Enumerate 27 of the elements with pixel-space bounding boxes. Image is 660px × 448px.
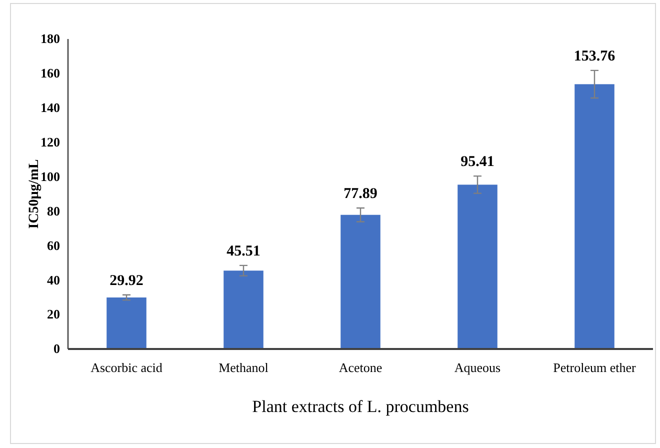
bar	[106, 297, 146, 349]
x-tick-label: Methanol	[218, 360, 269, 376]
y-tick-label: 80	[47, 203, 60, 218]
x-axis-title: Plant extracts of L. procumbens	[252, 397, 469, 416]
data-label: 77.89	[344, 186, 378, 202]
bar	[224, 270, 264, 349]
bar	[574, 84, 614, 349]
data-label: 95.41	[460, 154, 494, 170]
y-tick-label: 160	[40, 66, 60, 81]
y-tick-label: 100	[40, 168, 60, 184]
y-tick-label: 60	[47, 238, 60, 253]
y-tick-label: 180	[40, 31, 60, 46]
y-tick-label: 120	[40, 134, 60, 150]
x-tick-label: Acetone	[338, 360, 382, 376]
data-label: 153.76	[574, 48, 616, 64]
y-axis-title: IC50µg/mL	[27, 159, 42, 229]
data-label: 45.51	[226, 243, 260, 260]
bar	[340, 214, 380, 349]
x-tick-label: Ascorbic acid	[90, 360, 163, 376]
y-tick-label: 0	[54, 341, 60, 356]
y-tick-label: 20	[47, 306, 60, 322]
bar	[458, 184, 498, 349]
x-tick-label: Aqueous	[454, 360, 501, 376]
data-label: 29.92	[110, 272, 144, 289]
y-tick-label: 140	[40, 100, 60, 116]
y-tick-label: 40	[47, 272, 60, 288]
x-tick-label: Petroleum ether	[553, 360, 636, 376]
